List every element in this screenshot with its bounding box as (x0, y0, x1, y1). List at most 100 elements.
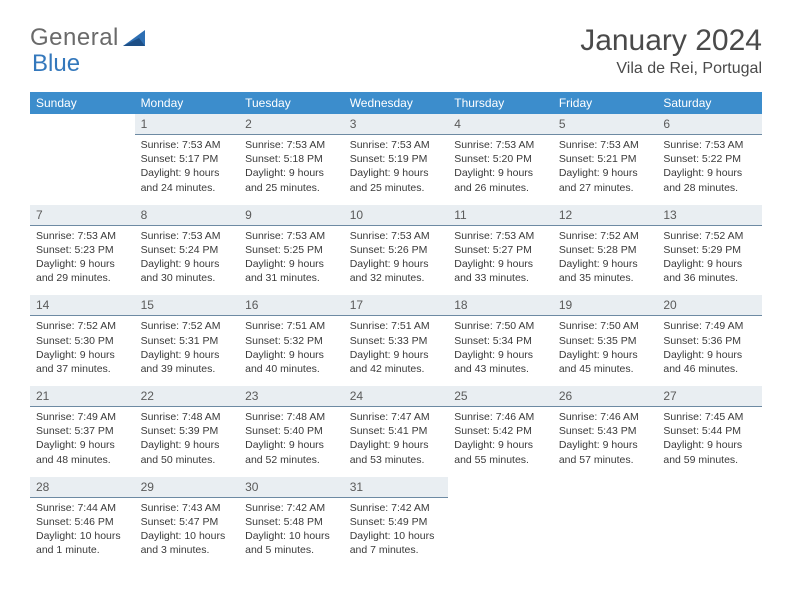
day-details: Sunrise: 7:53 AMSunset: 5:23 PMDaylight:… (36, 229, 129, 286)
day-number-cell: 23 (239, 386, 344, 407)
sunrise-value: 7:44 AM (77, 502, 116, 514)
day-details: Sunrise: 7:53 AMSunset: 5:17 PMDaylight:… (141, 138, 234, 195)
sunset-label: Sunset: (559, 335, 595, 347)
day-number: 25 (448, 386, 553, 406)
sunrise-line: Sunrise: 7:53 AM (454, 138, 547, 152)
day-number: 3 (344, 114, 449, 134)
sunset-label: Sunset: (141, 153, 177, 165)
day-data-cell: Sunrise: 7:53 AMSunset: 5:25 PMDaylight:… (239, 225, 344, 295)
daylight-label: Daylight: (663, 439, 704, 451)
sunset-label: Sunset: (559, 425, 595, 437)
day-details: Sunrise: 7:51 AMSunset: 5:32 PMDaylight:… (245, 319, 338, 376)
sunset-label: Sunset: (663, 153, 699, 165)
sunset-line: Sunset: 5:37 PM (36, 424, 129, 438)
sunrise-line: Sunrise: 7:53 AM (245, 229, 338, 243)
sunset-label: Sunset: (454, 244, 490, 256)
sunrise-value: 7:53 AM (182, 139, 221, 151)
sunset-value: 5:28 PM (597, 244, 636, 256)
sunrise-label: Sunrise: (245, 502, 284, 514)
sunrise-line: Sunrise: 7:53 AM (36, 229, 129, 243)
sunset-label: Sunset: (454, 335, 490, 347)
sunset-value: 5:44 PM (702, 425, 741, 437)
day-number-cell: 15 (135, 295, 240, 316)
day-data-cell: Sunrise: 7:53 AMSunset: 5:22 PMDaylight:… (657, 135, 762, 205)
sunset-label: Sunset: (245, 335, 281, 347)
day-number: 4 (448, 114, 553, 134)
sunrise-value: 7:50 AM (496, 320, 535, 332)
day-number-cell: 7 (30, 205, 135, 226)
sunset-line: Sunset: 5:46 PM (36, 515, 129, 529)
sunset-value: 5:37 PM (75, 425, 114, 437)
sunrise-value: 7:53 AM (391, 139, 430, 151)
sunset-value: 5:21 PM (597, 153, 636, 165)
sunset-value: 5:35 PM (597, 335, 636, 347)
sunrise-line: Sunrise: 7:44 AM (36, 501, 129, 515)
logo: General (30, 24, 147, 52)
sunset-label: Sunset: (245, 244, 281, 256)
sunrise-line: Sunrise: 7:46 AM (454, 410, 547, 424)
sunset-value: 5:30 PM (75, 335, 114, 347)
day-number-cell: 25 (448, 386, 553, 407)
sunrise-label: Sunrise: (141, 502, 180, 514)
day-number: 29 (135, 477, 240, 497)
day-number: 21 (30, 386, 135, 406)
weekday-header-row: Sunday Monday Tuesday Wednesday Thursday… (30, 92, 762, 114)
day-data-cell: Sunrise: 7:42 AMSunset: 5:49 PMDaylight:… (344, 497, 449, 567)
sunset-line: Sunset: 5:23 PM (36, 243, 129, 257)
sunset-value: 5:34 PM (493, 335, 532, 347)
day-data-cell: Sunrise: 7:52 AMSunset: 5:28 PMDaylight:… (553, 225, 658, 295)
sunset-label: Sunset: (663, 335, 699, 347)
calendar-table: Sunday Monday Tuesday Wednesday Thursday… (30, 92, 762, 567)
sunset-line: Sunset: 5:40 PM (245, 424, 338, 438)
day-number-cell: 27 (657, 386, 762, 407)
sunset-label: Sunset: (245, 516, 281, 528)
daylight-label: Daylight: (663, 258, 704, 270)
sunrise-line: Sunrise: 7:51 AM (245, 319, 338, 333)
day-data-cell: Sunrise: 7:47 AMSunset: 5:41 PMDaylight:… (344, 407, 449, 477)
day-number-cell: 9 (239, 205, 344, 226)
sunrise-line: Sunrise: 7:49 AM (663, 319, 756, 333)
sunrise-value: 7:52 AM (77, 320, 116, 332)
weekday-header: Wednesday (344, 92, 449, 114)
day-data-cell (448, 497, 553, 567)
day-number: 13 (657, 205, 762, 225)
day-number-cell (30, 114, 135, 135)
day-details: Sunrise: 7:44 AMSunset: 5:46 PMDaylight:… (36, 501, 129, 558)
page-title: January 2024 (580, 24, 762, 58)
daylight-label: Daylight: (350, 349, 391, 361)
daylight-label: Daylight: (559, 258, 600, 270)
logo-text-2: Blue (32, 50, 80, 77)
day-number: 24 (344, 386, 449, 406)
day-number: 31 (344, 477, 449, 497)
sunrise-label: Sunrise: (36, 320, 75, 332)
sunset-label: Sunset: (350, 425, 386, 437)
daylight-line: Daylight: 9 hours and 35 minutes. (559, 257, 652, 285)
sunset-line: Sunset: 5:21 PM (559, 152, 652, 166)
day-details: Sunrise: 7:47 AMSunset: 5:41 PMDaylight:… (350, 410, 443, 467)
daylight-label: Daylight: (245, 167, 286, 179)
daylight-label: Daylight: (245, 258, 286, 270)
day-data-cell: Sunrise: 7:43 AMSunset: 5:47 PMDaylight:… (135, 497, 240, 567)
sunrise-line: Sunrise: 7:48 AM (141, 410, 234, 424)
sunset-line: Sunset: 5:35 PM (559, 334, 652, 348)
sunrise-label: Sunrise: (141, 411, 180, 423)
daylight-line: Daylight: 9 hours and 48 minutes. (36, 438, 129, 466)
sunset-line: Sunset: 5:34 PM (454, 334, 547, 348)
sunset-value: 5:46 PM (75, 516, 114, 528)
sunset-value: 5:29 PM (702, 244, 741, 256)
sunset-value: 5:47 PM (179, 516, 218, 528)
sunset-label: Sunset: (350, 153, 386, 165)
sunset-line: Sunset: 5:41 PM (350, 424, 443, 438)
day-number: 20 (657, 295, 762, 315)
sunrise-value: 7:53 AM (391, 230, 430, 242)
sunrise-value: 7:42 AM (287, 502, 326, 514)
day-details: Sunrise: 7:53 AMSunset: 5:22 PMDaylight:… (663, 138, 756, 195)
sunset-line: Sunset: 5:32 PM (245, 334, 338, 348)
day-data-cell (553, 497, 658, 567)
day-number: 16 (239, 295, 344, 315)
sunrise-value: 7:51 AM (287, 320, 326, 332)
sunrise-label: Sunrise: (245, 139, 284, 151)
daylight-label: Daylight: (454, 167, 495, 179)
sunset-label: Sunset: (559, 153, 595, 165)
weekday-header: Friday (553, 92, 658, 114)
